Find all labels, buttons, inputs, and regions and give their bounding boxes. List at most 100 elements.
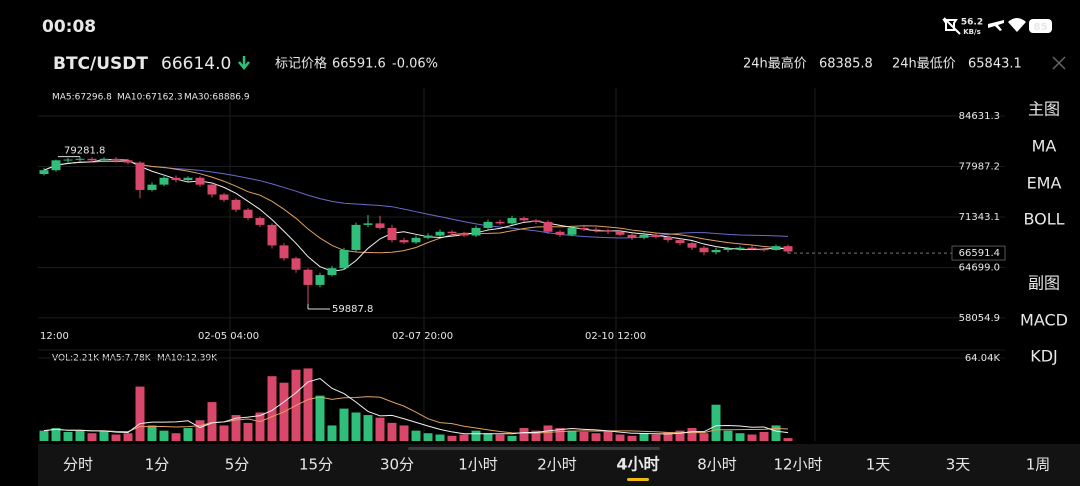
high: 68385.8 [819,57,873,72]
menu-item[interactable]: MA [1032,137,1057,156]
candle-body [747,247,757,250]
volume-bar [687,428,697,441]
candle-body [411,237,421,243]
volume-bar [123,433,133,441]
candle-body [99,158,109,161]
candle-body [363,223,373,225]
candle-body [759,249,769,251]
candle-body [579,227,589,230]
tab[interactable]: 分时 [63,456,93,474]
tab[interactable]: 8小时 [697,456,737,474]
net-unit: KB/s [963,28,980,36]
volume-bar [399,425,409,441]
volume-bar [195,420,205,441]
candle-body [399,240,409,243]
menu-item[interactable]: KDJ [1030,347,1058,366]
candle-body [591,229,601,231]
volume-bar [783,438,793,441]
volume-bar [303,368,313,441]
tab[interactable]: 1小时 [458,456,498,474]
candle-body [507,218,517,224]
vol-ma5-line [43,377,789,435]
candle-body [135,162,145,190]
volume-bar [771,425,781,441]
candle-body [63,159,73,161]
clock: 00:08 [42,17,96,37]
volume-bar [267,376,277,441]
candle-body [687,243,697,248]
candle-body [723,248,733,250]
close-button[interactable] [1052,56,1066,70]
candle-body [123,160,133,163]
tab[interactable]: 12小时 [773,456,822,474]
candle-body [339,249,349,269]
volume-bar [711,404,721,441]
volume-bar [411,430,421,441]
candle-body [375,223,385,228]
candle-body [675,240,685,244]
volume-bar [591,433,601,441]
pair[interactable]: BTC/USDT [53,54,148,74]
candle-body [435,231,445,236]
time-label: 12:00 [40,331,69,342]
menu-item[interactable]: EMA [1027,174,1062,193]
tab[interactable]: 4小时 [616,455,659,474]
candle-body [147,184,157,190]
candle-body [651,234,661,238]
ma10-legend: MA10:67162.3 [117,93,183,103]
volume-bar [51,428,61,441]
tab[interactable]: 1天 [866,456,891,474]
time-label: 02-07 20:00 [392,331,453,342]
battery-level: 85 [1034,22,1048,33]
net-speed: 56.2 [961,18,983,28]
y-tick-label: 58054.9 [959,313,1000,324]
candle-body [207,184,217,195]
candle-body [483,221,493,228]
volume-bar [675,430,685,441]
volume-bar [339,408,349,441]
volume-bar [39,430,49,441]
volume-bar [207,402,217,441]
candle-body [699,247,709,253]
candle-body [159,177,169,185]
high-annotation: 79281.8 [64,146,105,157]
volume-bar [183,428,193,441]
battery [1029,19,1052,33]
candle-body [231,199,241,210]
ma10-line [43,160,789,254]
candle-body [327,268,337,276]
high-label: 24h最高价 [743,56,807,72]
tab[interactable]: 30分 [380,456,414,474]
scrollbar [408,447,660,450]
candle-body [243,209,253,219]
tab-indicator [627,478,649,481]
airplane-icon [988,20,1004,31]
volume-bar [255,412,265,441]
candle-body [279,245,289,259]
menu-item[interactable]: MACD [1020,311,1068,330]
volume-bar [435,434,445,441]
volume-bar [459,434,469,441]
tab[interactable]: 2小时 [537,456,577,474]
volume-bar [315,395,325,441]
tab[interactable]: 1周 [1026,456,1051,474]
candle-body [387,227,397,241]
tab[interactable]: 3天 [946,456,971,474]
candle-body [255,218,265,225]
tab-bar [38,444,1080,486]
volume-bar [351,412,361,441]
tab[interactable]: 1分 [145,456,170,474]
candle-body [567,227,577,235]
tab[interactable]: 5分 [225,456,250,474]
volume-bar [519,428,529,441]
low-annotation: 59887.8 [332,304,373,315]
last-price-label: 66591.4 [959,248,1000,259]
tab[interactable]: 15分 [299,456,333,474]
candle-body [555,231,565,235]
menu-item[interactable]: BOLL [1023,210,1064,229]
candle-body [39,170,49,174]
volume-bar [327,425,337,441]
vertical-grid [38,88,1005,441]
y-tick-label: 64.04K [965,353,1001,364]
